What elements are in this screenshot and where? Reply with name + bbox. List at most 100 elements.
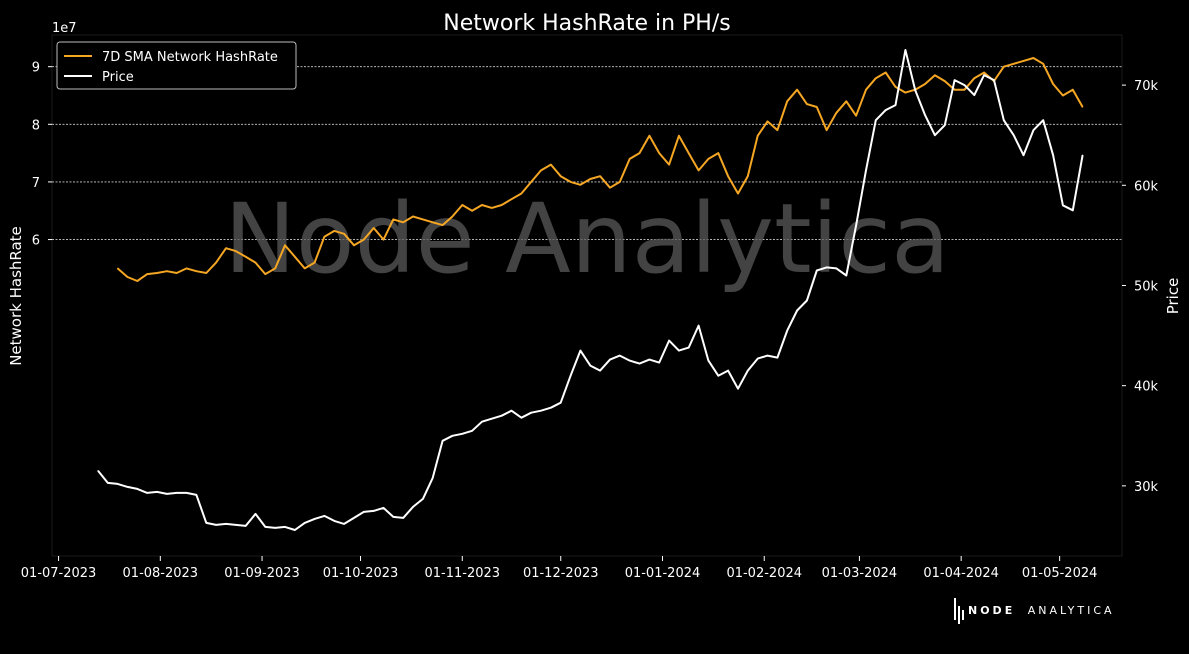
hashrate-point <box>619 181 621 183</box>
hashrate-point <box>688 152 690 154</box>
hashrate-point <box>1042 63 1044 65</box>
hashrate-point <box>698 169 700 171</box>
hashrate-point <box>865 89 867 91</box>
price-point <box>402 517 404 519</box>
y2-tick-label: 50k <box>1134 279 1159 294</box>
price-point <box>422 498 424 500</box>
hashrate-point <box>1082 106 1084 108</box>
hashrate-point <box>757 135 759 137</box>
hashrate-point <box>816 106 818 108</box>
hashrate-point <box>343 233 345 235</box>
price-point <box>97 470 99 472</box>
y-offset-text: 1e7 <box>52 21 77 36</box>
hashrate-point <box>786 100 788 102</box>
price-point <box>451 435 453 437</box>
hashrate-point <box>776 129 779 131</box>
hashrate-point <box>855 115 857 117</box>
x-tick-label: 01-12-2023 <box>523 566 599 581</box>
price-point <box>609 359 611 361</box>
hashrate-point <box>934 74 936 76</box>
hashrate-point <box>520 192 523 195</box>
price-point <box>885 109 887 111</box>
hashrate-point <box>658 152 660 154</box>
hashrate-point <box>1062 94 1064 97</box>
series-hashrate <box>116 57 1084 282</box>
price-point <box>1042 119 1044 121</box>
price-point <box>796 309 798 312</box>
hashrate-point <box>205 272 207 274</box>
price-point <box>668 340 670 342</box>
hashrate-point <box>402 221 404 223</box>
hashrate-point <box>245 256 247 258</box>
price-point <box>629 360 631 362</box>
price-point <box>786 330 788 332</box>
hashrate-point <box>215 262 217 264</box>
watermark-text: Node Analytica <box>224 183 950 295</box>
price-point <box>944 124 946 126</box>
hashrate-point <box>264 273 266 275</box>
price-point <box>156 491 158 493</box>
price-point <box>215 524 217 526</box>
price-point <box>333 520 335 522</box>
price-point <box>766 355 769 357</box>
price-point <box>117 483 119 485</box>
price-point <box>806 299 808 302</box>
price-point <box>126 486 129 488</box>
hashrate-point <box>1013 63 1015 65</box>
x-tick-label: 01-03-2024 <box>822 566 898 581</box>
price-point <box>757 358 759 360</box>
price-point <box>737 388 739 390</box>
hashrate-point <box>471 210 473 212</box>
hashrate-point <box>1003 66 1005 68</box>
hashrate-point <box>806 103 808 105</box>
hashrate-point <box>944 80 946 82</box>
hashrate-point <box>117 267 119 269</box>
hashrate-point <box>156 272 158 274</box>
price-point <box>146 492 148 494</box>
hashrate-point <box>235 250 237 252</box>
price-point <box>136 488 138 490</box>
price-point <box>245 525 247 527</box>
y2-tick-label: 30k <box>1134 480 1159 495</box>
price-point <box>166 493 168 495</box>
price-point <box>845 274 847 277</box>
chart-title: Network HashRate in PH/s <box>443 11 730 36</box>
price-point <box>638 363 641 365</box>
price-point <box>579 350 582 352</box>
price-point <box>698 325 700 327</box>
x-tick-label: 01-11-2023 <box>424 566 500 581</box>
hashrate-point <box>668 164 670 166</box>
price-point <box>983 74 985 76</box>
price-point <box>1022 154 1025 156</box>
y-tick-label: 9 <box>32 61 40 76</box>
x-tick-label: 01-08-2023 <box>123 566 199 581</box>
hashrate-point <box>451 215 453 218</box>
price-point <box>461 433 463 435</box>
price-point <box>934 134 936 136</box>
hashrate-point <box>530 181 532 183</box>
series-price <box>97 49 1084 531</box>
price-point <box>314 518 316 520</box>
price-point <box>875 119 877 121</box>
hashrate-point <box>1022 60 1025 62</box>
hashrate-point <box>629 158 631 160</box>
hashrate-point <box>432 221 434 223</box>
hashrate-point <box>323 236 325 238</box>
hashrate-point <box>747 175 749 177</box>
brand-bars-icon <box>954 598 964 624</box>
price-point <box>914 89 916 91</box>
hashrate-point <box>826 129 828 131</box>
hashrate-point <box>983 71 985 74</box>
price-point <box>225 523 227 525</box>
hashrate-point <box>195 270 197 272</box>
hashrate-point <box>363 239 365 241</box>
price-point <box>481 421 483 423</box>
hashrate-point <box>766 120 769 122</box>
hashrate-point <box>422 218 424 220</box>
hashrate-point <box>225 247 227 249</box>
price-point <box>963 84 966 86</box>
hashrate-point <box>392 218 394 220</box>
hashrate-point <box>373 227 375 229</box>
price-point <box>442 440 444 442</box>
hashrate-point <box>146 273 148 275</box>
